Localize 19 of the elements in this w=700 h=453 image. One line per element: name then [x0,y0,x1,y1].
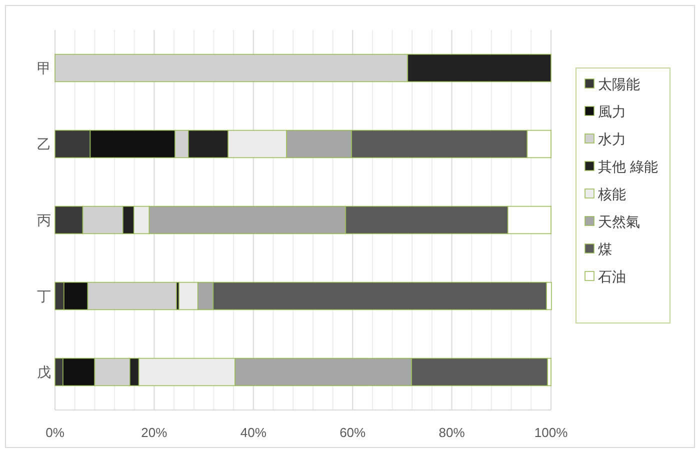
legend-label: 太陽能 [598,76,640,92]
legend-label: 其他 綠能 [598,158,658,174]
x-tick-label: 80% [438,425,466,440]
x-tick-label: 40% [240,425,267,440]
legend-label: 水力 [598,131,626,147]
x-tick-label: 20% [141,425,168,440]
y-tick-label: 丙 [37,212,51,228]
legend-label: 石油 [598,268,626,284]
x-tick-label: 100% [534,425,568,440]
y-tick-label: 丁 [37,288,51,304]
y-tick-label: 甲 [37,60,51,76]
legend-label: 核能 [597,186,626,202]
legend-label: 天然氣 [598,214,640,230]
x-tick-label: 60% [340,425,366,440]
legend-label: 煤 [598,241,612,257]
y-tick-label: 戊 [37,364,51,380]
legend-label: 風力 [598,104,626,120]
x-tick-label: 0% [46,425,65,440]
y-tick-label: 乙 [37,136,51,152]
